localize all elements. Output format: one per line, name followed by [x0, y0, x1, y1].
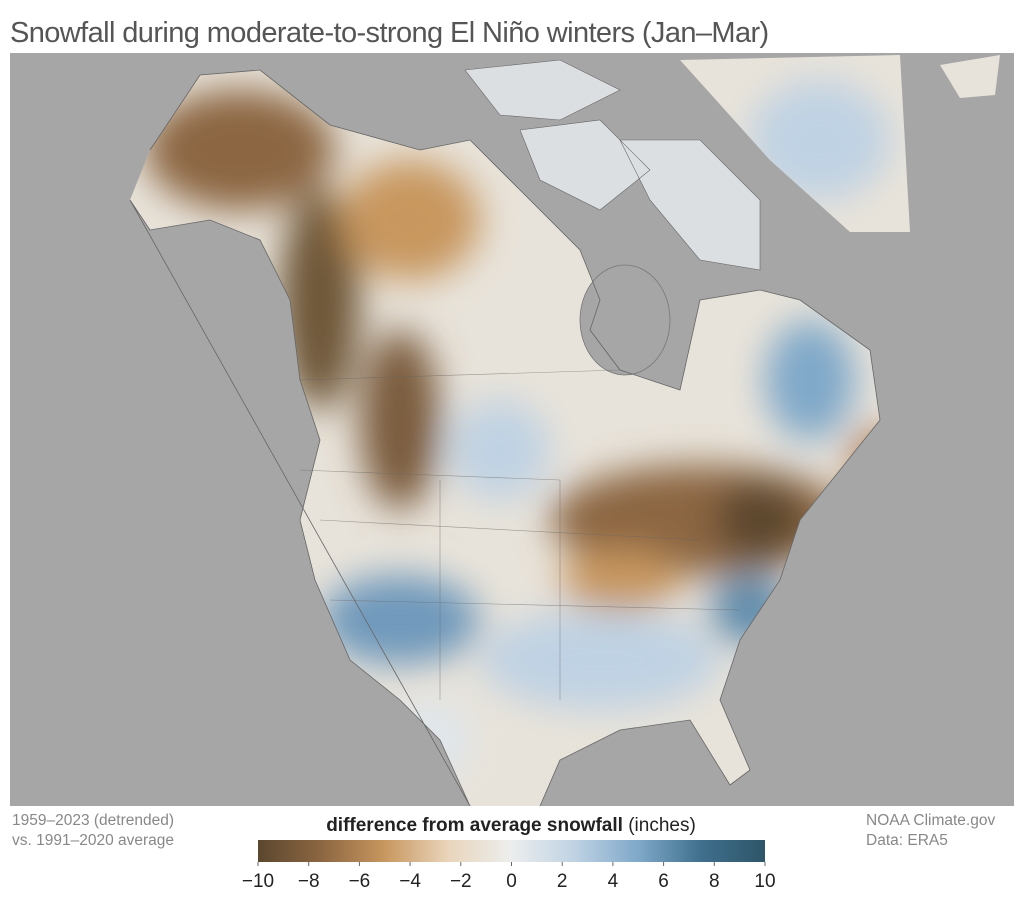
tick-label: −6	[349, 871, 371, 892]
tick-label: 0	[506, 871, 517, 892]
legend-unit: (inches)	[628, 815, 696, 836]
note: vs. 1991–2020 average	[12, 832, 174, 849]
legend: difference from average snowfall (inches…	[242, 815, 776, 892]
color-bar	[258, 840, 765, 862]
tick-label: −8	[298, 871, 320, 892]
tick-label: 10	[754, 871, 775, 892]
legend-title-main: difference from average snowfall	[326, 815, 623, 836]
arctic-islands	[464, 59, 761, 271]
tick-label: −4	[399, 871, 421, 892]
tick-label: 4	[608, 871, 619, 892]
legend-title: difference from average snowfall (inches…	[326, 815, 696, 836]
note: Data: ERA5	[866, 832, 948, 849]
note: NOAA Climate.gov	[866, 812, 995, 829]
tick-label: 2	[557, 871, 568, 892]
tick-label: 8	[709, 871, 720, 892]
coastline	[129, 69, 881, 806]
notes: 1959–2023 (detrended) vs. 1991–2020 aver…	[12, 812, 995, 849]
tick-label: −10	[242, 871, 274, 892]
note: 1959–2023 (detrended)	[12, 812, 174, 829]
map	[10, 53, 1014, 806]
tick-label: 6	[658, 871, 669, 892]
title: Snowfall during moderate-to-strong El Ni…	[10, 17, 769, 49]
land	[130, 55, 1000, 806]
hudson-bay	[579, 264, 671, 376]
tick-label: −2	[450, 871, 472, 892]
borders	[299, 369, 741, 700]
